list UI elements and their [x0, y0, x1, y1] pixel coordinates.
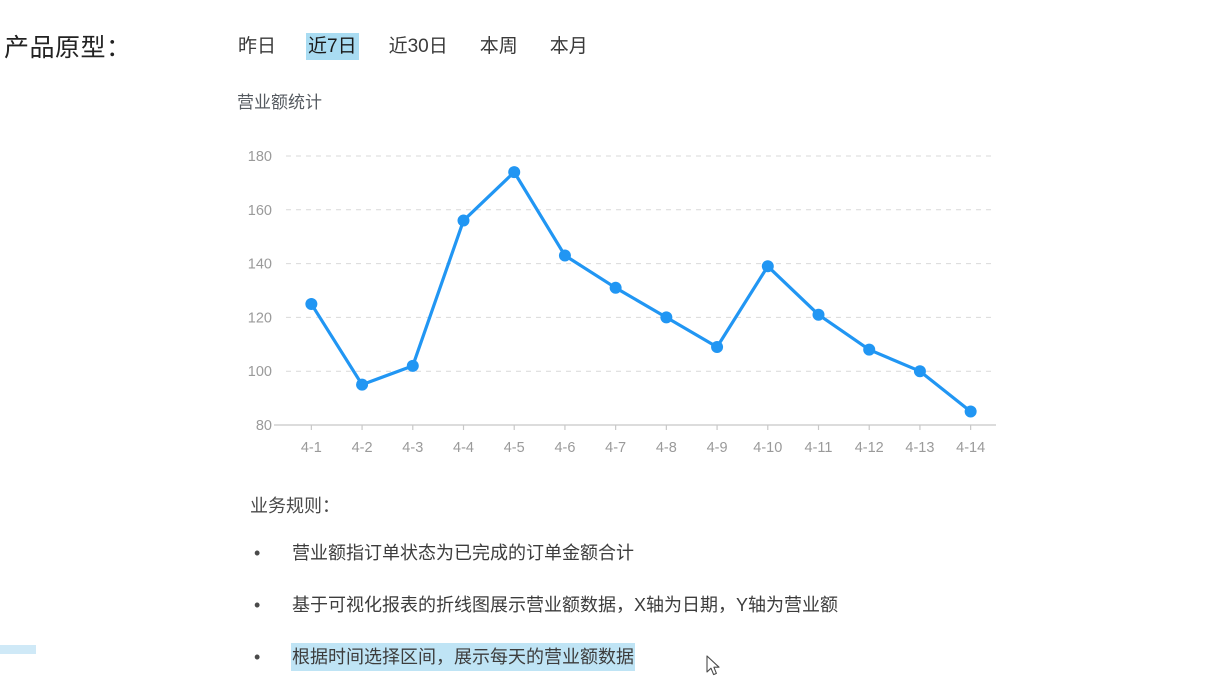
y-axis-tick-label: 160 — [248, 203, 272, 219]
business-rules-heading: 业务规则： — [250, 496, 340, 516]
revenue-line-chart: 80 100 120 140 160 180 4-1 4-2 4-3 4-4 4-5 4-6 4-7 4-… — [236, 140, 1006, 475]
y-axis-tick-label: 120 — [248, 310, 272, 326]
selection-fragment — [0, 645, 36, 654]
y-axis-tick-label: 180 — [248, 149, 272, 165]
tab-3[interactable]: 近30日 — [388, 36, 448, 57]
x-axis-tick-label: 4-5 — [504, 440, 525, 456]
chart-canvas: 80 100 120 140 160 180 4-1 4-2 4-3 4-4 4-5 4-6 4-7 4-… — [248, 149, 996, 456]
business-rule-item: • 营业额指订单状态为已完成的订单金额合计 — [250, 540, 1070, 566]
business-rules-list: • 营业额指订单状态为已完成的订单金额合计 • 基于可视化报表的折线图展示营业额数据，… — [250, 540, 1070, 670]
revenue-data-point[interactable]: 4-11: 121 — [812, 308, 825, 321]
revenue-data-point[interactable]: 4-12: 108 — [863, 343, 876, 356]
tab-2[interactable]: 近7日 — [306, 33, 359, 60]
y-axis-tick-label: 140 — [248, 257, 272, 273]
bullet-icon: • — [254, 595, 261, 615]
x-axis-tick-label: 4-6 — [554, 440, 575, 456]
x-axis-tick-label: 4-13 — [905, 440, 934, 456]
revenue-data-point[interactable]: 4-13: 100 — [913, 365, 926, 378]
revenue-data-point[interactable]: 4-2: 95 — [356, 378, 369, 391]
x-axis-tick-label: 4-7 — [605, 440, 626, 456]
revenue-data-point[interactable]: 4-3: 102 — [406, 359, 419, 372]
revenue-series-line — [309, 170, 973, 414]
x-axis-tick-label: 4-10 — [753, 440, 782, 456]
revenue-data-point[interactable]: 4-5: 174 — [508, 166, 521, 179]
chart-title: 营业额统计 — [237, 93, 322, 112]
x-axis-tick-label: 4-11 — [805, 440, 833, 456]
y-axis-tick-label: 80 — [256, 418, 272, 434]
tab-1[interactable]: 昨日 — [238, 36, 277, 57]
business-rule-text: 基于可视化报表的折线图展示营业额数据，X轴为日期，Y轴为营业额 — [292, 595, 839, 615]
revenue-data-point[interactable]: 4-4: 156 — [457, 214, 470, 227]
x-axis-tick-label: 4-9 — [707, 440, 728, 456]
x-axis-tick-label: 4-8 — [656, 440, 677, 456]
x-axis-tick-label: 4-12 — [855, 440, 884, 456]
revenue-data-point[interactable]: 4-1: 125 — [305, 297, 318, 310]
x-axis-tick-label: 4-3 — [402, 440, 423, 456]
x-axis-tick-label: 4-4 — [453, 440, 474, 456]
page-title: 产品原型： — [4, 34, 132, 62]
date-range-tabs: 昨日 近7日 近30日 本周 本月 — [236, 33, 590, 60]
revenue-data-point[interactable]: 4-8: 120 — [660, 311, 673, 324]
x-axis-tick-label: 4-1 — [301, 440, 322, 456]
revenue-data-point[interactable]: 4-14: 85 — [964, 405, 977, 418]
business-rule-item: • 根据时间选择区间，展示每天的营业额数据 — [250, 644, 1070, 670]
business-rules-section: 业务规则： • 营业额指订单状态为已完成的订单金额合计 • 基于可视化报表的折线图展示… — [250, 492, 1070, 696]
revenue-data-point[interactable]: 4-6: 143 — [558, 249, 571, 262]
x-axis-tick-label: 4-2 — [352, 440, 373, 456]
revenue-data-point[interactable]: 4-9: 109 — [711, 340, 724, 353]
tab-4[interactable]: 本周 — [479, 36, 518, 57]
revenue-data-point[interactable]: 4-7: 131 — [609, 281, 622, 294]
x-axis-tick-label: 4-14 — [956, 440, 985, 456]
bullet-icon: • — [254, 543, 261, 563]
y-axis-tick-label: 100 — [248, 364, 272, 380]
bullet-icon: • — [254, 647, 261, 667]
business-rule-text: 营业额指订单状态为已完成的订单金额合计 — [292, 543, 634, 563]
revenue-data-point[interactable]: 4-10: 139 — [761, 260, 774, 273]
tab-5[interactable]: 本月 — [549, 36, 588, 57]
business-rule-text: 根据时间选择区间，展示每天的营业额数据 — [292, 644, 634, 670]
business-rule-item: • 基于可视化报表的折线图展示营业额数据，X轴为日期，Y轴为营业额 — [250, 592, 1070, 618]
